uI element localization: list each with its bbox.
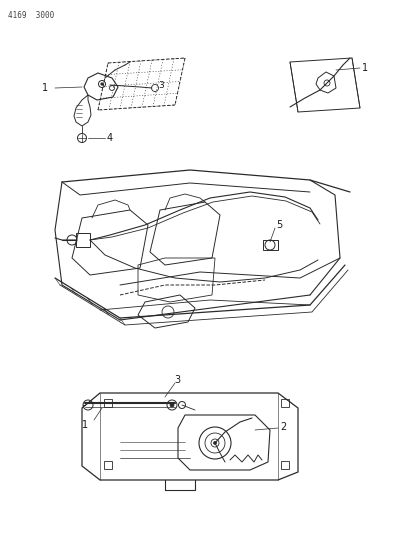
Circle shape [170, 403, 174, 407]
Text: 1: 1 [82, 420, 88, 430]
Text: 3: 3 [174, 375, 180, 385]
Text: 1: 1 [42, 83, 48, 93]
Text: 4: 4 [107, 133, 113, 143]
Text: 1: 1 [362, 63, 368, 73]
Text: 2: 2 [280, 422, 286, 432]
Text: 5: 5 [276, 220, 282, 230]
Text: 3: 3 [158, 82, 164, 91]
Circle shape [213, 441, 217, 445]
Circle shape [101, 83, 103, 85]
Text: 4169  3000: 4169 3000 [8, 12, 54, 20]
